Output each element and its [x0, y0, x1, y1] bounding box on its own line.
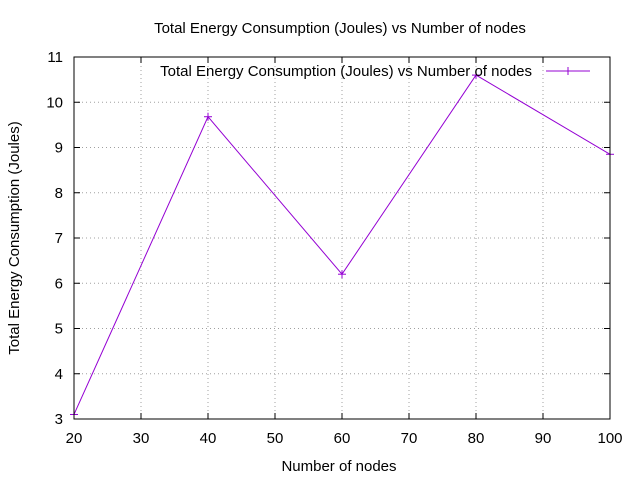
y-tick-label: 9 [55, 140, 63, 157]
y-tick-label: 5 [55, 321, 63, 338]
y-tick-label: 8 [55, 185, 63, 202]
x-tick-label: 80 [468, 430, 485, 447]
x-tick-label: 30 [133, 430, 150, 447]
x-axis-label: Number of nodes [281, 458, 396, 475]
y-axis-label: Total Energy Consumption (Joules) [6, 121, 23, 354]
y-tick-label: 4 [55, 366, 63, 383]
x-tick-label: 100 [597, 430, 622, 447]
ticks-layer: 20 30 40 50 60 70 80 90 100 3 4 5 6 7 8 9 10 11 [46, 49, 622, 447]
x-tick-label: 70 [401, 430, 418, 447]
x-tick-label: 60 [334, 430, 351, 447]
x-tick-label: 20 [66, 430, 83, 447]
x-tick-label: 90 [535, 430, 552, 447]
data-point-marker [204, 112, 212, 121]
plot-frame [73, 56, 611, 420]
y-tick-label: 10 [46, 94, 63, 111]
y-tick-label: 7 [55, 230, 63, 247]
y-tick-label: 11 [47, 49, 63, 66]
y-tick-label: 6 [55, 275, 63, 292]
data-point-marker [472, 71, 480, 80]
grid-layer [74, 57, 610, 419]
data-point-marker [338, 270, 346, 279]
x-tick-label: 40 [200, 430, 217, 447]
y-tick-label: 3 [55, 411, 63, 428]
x-tick-label: 50 [267, 430, 284, 447]
legend: Total Energy Consumption (Joules) vs Num… [160, 63, 590, 80]
chart-title: Total Energy Consumption (Joules) vs Num… [154, 20, 526, 37]
legend-label: Total Energy Consumption (Joules) vs Num… [160, 63, 532, 80]
